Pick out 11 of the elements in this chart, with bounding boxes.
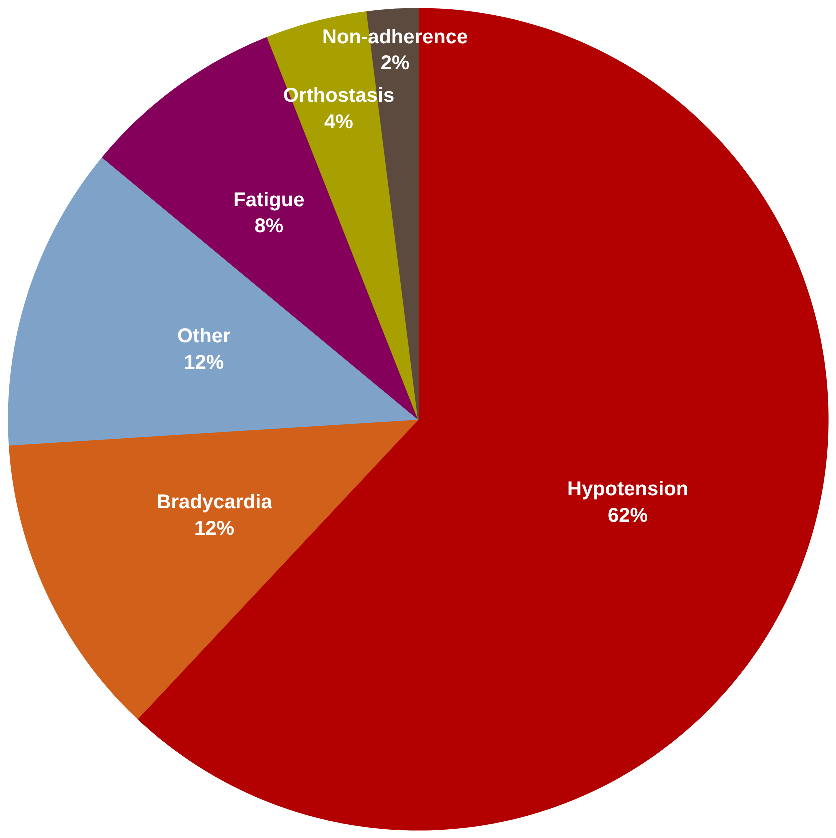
data-label: 62% (608, 504, 648, 527)
data-label: 12% (194, 518, 235, 540)
slice-label: Hypotension (568, 478, 689, 500)
slice-label: Bradycardia (156, 491, 274, 514)
data-label: 4% (324, 111, 354, 134)
slice-label: Non-adherence (322, 26, 468, 48)
data-label: 2% (380, 52, 410, 75)
data-label: 12% (184, 352, 224, 374)
slice-label: Other (177, 325, 232, 348)
slice-label: Fatigue (234, 189, 305, 212)
data-label: 8% (254, 216, 284, 238)
